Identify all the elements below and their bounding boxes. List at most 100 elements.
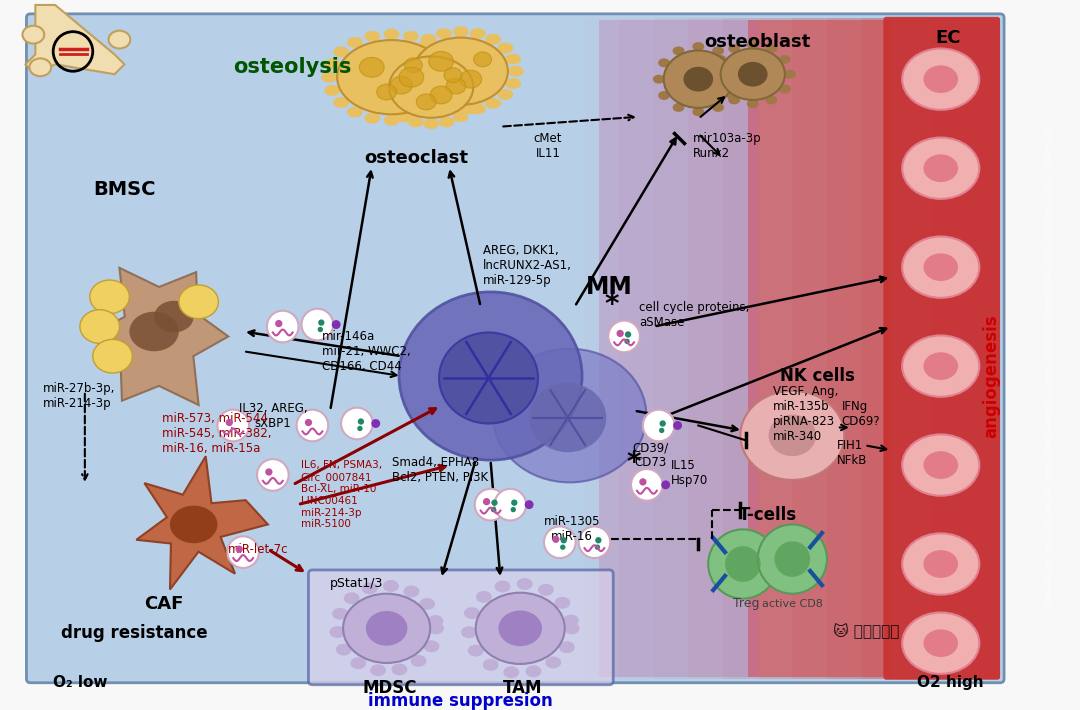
- Circle shape: [673, 421, 681, 430]
- Ellipse shape: [399, 67, 423, 87]
- Text: MDSC: MDSC: [363, 679, 417, 697]
- Text: Treg: Treg: [732, 597, 759, 610]
- Ellipse shape: [471, 93, 487, 104]
- Ellipse shape: [429, 51, 454, 71]
- Ellipse shape: [485, 34, 501, 45]
- Circle shape: [525, 500, 534, 509]
- Bar: [862, 18, 1000, 679]
- Circle shape: [608, 321, 640, 352]
- Ellipse shape: [461, 626, 477, 638]
- Ellipse shape: [90, 280, 130, 314]
- Ellipse shape: [505, 53, 521, 65]
- Circle shape: [266, 469, 272, 476]
- Ellipse shape: [389, 56, 473, 118]
- Text: CD39/
CD73: CD39/ CD73: [633, 441, 669, 469]
- Text: T-cells: T-cells: [739, 506, 797, 523]
- Bar: [931, 18, 1000, 679]
- Ellipse shape: [420, 106, 436, 117]
- Ellipse shape: [564, 623, 580, 634]
- Ellipse shape: [505, 78, 521, 89]
- FancyBboxPatch shape: [883, 17, 1000, 679]
- Ellipse shape: [404, 58, 422, 72]
- Ellipse shape: [337, 40, 446, 114]
- Ellipse shape: [179, 285, 218, 319]
- Ellipse shape: [495, 581, 511, 592]
- Ellipse shape: [401, 78, 417, 89]
- Ellipse shape: [434, 97, 450, 108]
- Circle shape: [758, 525, 827, 594]
- Circle shape: [491, 500, 498, 506]
- Circle shape: [643, 410, 675, 442]
- Ellipse shape: [712, 46, 724, 55]
- Ellipse shape: [383, 28, 400, 40]
- Ellipse shape: [463, 103, 480, 114]
- Ellipse shape: [470, 28, 486, 39]
- Text: osteolysis: osteolysis: [233, 58, 352, 77]
- Ellipse shape: [154, 301, 193, 332]
- Ellipse shape: [366, 611, 407, 645]
- Ellipse shape: [430, 86, 451, 104]
- Ellipse shape: [428, 623, 444, 634]
- Text: Smad4, EPHA8
Bcl2, PTEN, PI3K: Smad4, EPHA8 Bcl2, PTEN, PI3K: [392, 456, 488, 484]
- Ellipse shape: [563, 615, 579, 626]
- Text: O₂ low: O₂ low: [53, 675, 108, 690]
- Text: active CD8: active CD8: [761, 599, 823, 608]
- Ellipse shape: [170, 506, 217, 543]
- Ellipse shape: [420, 37, 436, 48]
- Circle shape: [235, 545, 243, 553]
- Ellipse shape: [93, 339, 133, 373]
- Ellipse shape: [664, 50, 733, 108]
- Ellipse shape: [923, 65, 958, 93]
- Circle shape: [319, 320, 324, 326]
- Text: drug resistance: drug resistance: [60, 624, 207, 643]
- Ellipse shape: [658, 91, 670, 100]
- Ellipse shape: [376, 93, 392, 104]
- Ellipse shape: [443, 58, 459, 70]
- Circle shape: [318, 327, 323, 332]
- Circle shape: [608, 321, 640, 352]
- Ellipse shape: [401, 53, 417, 65]
- Bar: [653, 18, 1000, 679]
- Ellipse shape: [673, 46, 685, 55]
- Ellipse shape: [336, 644, 352, 655]
- Ellipse shape: [408, 47, 423, 58]
- Ellipse shape: [438, 47, 455, 58]
- Ellipse shape: [109, 31, 131, 48]
- Ellipse shape: [902, 435, 980, 496]
- Text: BMSC: BMSC: [93, 180, 156, 200]
- Ellipse shape: [443, 85, 459, 96]
- Circle shape: [643, 410, 675, 442]
- Ellipse shape: [728, 95, 740, 104]
- Text: O2 high: O2 high: [917, 675, 984, 690]
- Ellipse shape: [923, 253, 958, 281]
- Text: osteoblast: osteoblast: [704, 33, 811, 50]
- Ellipse shape: [474, 52, 491, 67]
- Circle shape: [495, 488, 526, 520]
- Ellipse shape: [347, 106, 363, 117]
- Ellipse shape: [419, 598, 435, 610]
- Circle shape: [595, 545, 600, 550]
- Circle shape: [661, 481, 670, 489]
- Circle shape: [257, 459, 288, 491]
- Ellipse shape: [394, 111, 409, 122]
- Circle shape: [561, 537, 567, 543]
- Circle shape: [227, 536, 259, 568]
- Ellipse shape: [347, 37, 363, 48]
- Ellipse shape: [364, 113, 380, 124]
- Ellipse shape: [779, 55, 791, 64]
- Ellipse shape: [516, 578, 532, 590]
- Bar: [688, 18, 1000, 679]
- Circle shape: [660, 420, 666, 427]
- Ellipse shape: [399, 66, 414, 77]
- Ellipse shape: [350, 657, 366, 669]
- Text: mir-146a
mir-21, WWC2,
CD166, CD44: mir-146a mir-21, WWC2, CD166, CD44: [322, 329, 411, 373]
- FancyBboxPatch shape: [26, 14, 1004, 683]
- Ellipse shape: [394, 52, 409, 63]
- Ellipse shape: [738, 62, 768, 87]
- Circle shape: [267, 311, 298, 342]
- Bar: [747, 20, 891, 677]
- Ellipse shape: [684, 67, 713, 92]
- Ellipse shape: [460, 70, 482, 88]
- Ellipse shape: [23, 26, 44, 43]
- Ellipse shape: [334, 46, 349, 58]
